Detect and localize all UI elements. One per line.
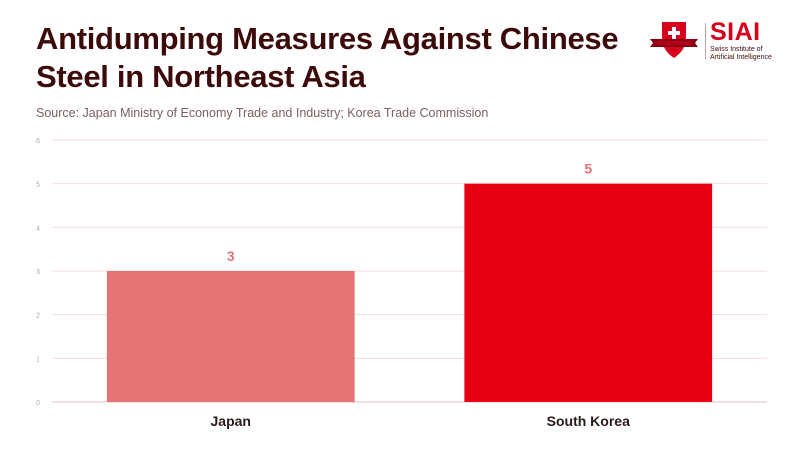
y-tick-label: 3: [36, 269, 40, 276]
y-tick-label: 1: [36, 356, 40, 363]
logo-subtitle-line-2: Artificial Intelligence: [710, 54, 772, 61]
logo-subtitle-line-1: Swiss Institute of: [710, 46, 763, 53]
bar: [464, 183, 713, 402]
logo-divider: [705, 23, 706, 59]
bar: [106, 271, 355, 402]
logo-wordmark: SIAI: [710, 18, 761, 46]
chart-title: Antidumping Measures Against Chinese Ste…: [36, 21, 619, 94]
source-note: Source: Japan Ministry of Economy Trade …: [36, 106, 489, 120]
x-tick-label: Japan: [211, 413, 251, 429]
y-tick-label: 4: [36, 225, 40, 232]
data-label: 3: [227, 248, 235, 264]
logo-subtitle: Swiss Institute of Artificial Intelligen…: [710, 46, 790, 62]
y-tick-label: 0: [36, 400, 40, 407]
y-tick-label: 6: [36, 138, 40, 145]
data-label: 5: [584, 161, 592, 177]
y-tick-label: 2: [36, 313, 40, 320]
x-tick-label: South Korea: [547, 413, 630, 429]
siai-logo: SIAI Swiss Institute of Artificial Intel…: [648, 18, 778, 62]
y-tick-label: 5: [36, 182, 40, 189]
shield-emblem-icon: [650, 22, 698, 58]
